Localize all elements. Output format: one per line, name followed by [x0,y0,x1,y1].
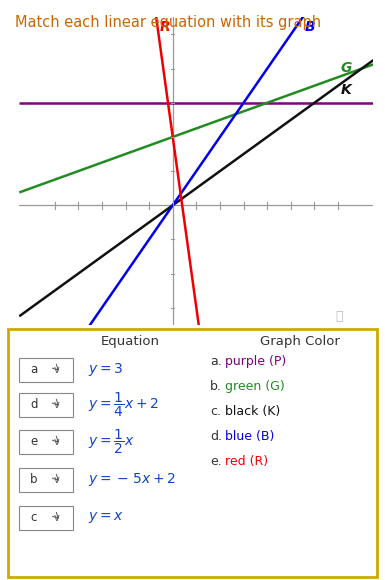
Text: black (K): black (K) [225,405,280,418]
Text: a.: a. [210,356,222,368]
FancyBboxPatch shape [8,329,377,577]
Text: b: b [30,473,38,487]
Text: v: v [54,475,60,485]
Text: blue (B): blue (B) [225,430,275,443]
Text: Equation: Equation [100,335,159,349]
Text: $\mathit{y} = \dfrac{1}{4}\mathit{x} + 2$: $\mathit{y} = \dfrac{1}{4}\mathit{x} + 2… [88,391,159,419]
Text: a: a [30,363,38,376]
Text: Match each linear equation with its graph: Match each linear equation with its grap… [15,14,321,30]
Text: G: G [340,61,352,75]
Text: 🔍: 🔍 [335,310,343,322]
Text: $\mathit{y} = 3$: $\mathit{y} = 3$ [88,361,123,378]
Text: purple (P): purple (P) [225,356,286,368]
FancyBboxPatch shape [19,468,73,492]
Text: red (R): red (R) [225,455,268,469]
Text: green (G): green (G) [225,380,285,393]
Text: v: v [54,365,60,375]
Text: e.: e. [210,455,222,469]
Text: v: v [54,437,60,447]
Text: K: K [340,84,351,97]
FancyBboxPatch shape [19,430,73,454]
FancyBboxPatch shape [19,506,73,530]
Text: v: v [54,400,60,410]
Text: d.: d. [210,430,222,443]
Text: B: B [305,20,316,34]
FancyBboxPatch shape [19,393,73,417]
Text: Graph Color: Graph Color [260,335,340,349]
Text: b.: b. [210,380,222,393]
Text: d: d [30,398,38,411]
Text: $\mathit{y} = \mathit{x}$: $\mathit{y} = \mathit{x}$ [88,510,124,525]
FancyBboxPatch shape [19,358,73,382]
Text: R: R [160,20,171,34]
Text: c: c [31,512,37,524]
Text: $\mathit{y} = -\,5\mathit{x} + 2$: $\mathit{y} = -\,5\mathit{x} + 2$ [88,472,176,488]
Text: $\mathit{y} = \dfrac{1}{2}\mathit{x}$: $\mathit{y} = \dfrac{1}{2}\mathit{x}$ [88,427,134,456]
Text: v: v [54,513,60,523]
Text: e: e [30,436,38,448]
Text: c.: c. [210,405,221,418]
